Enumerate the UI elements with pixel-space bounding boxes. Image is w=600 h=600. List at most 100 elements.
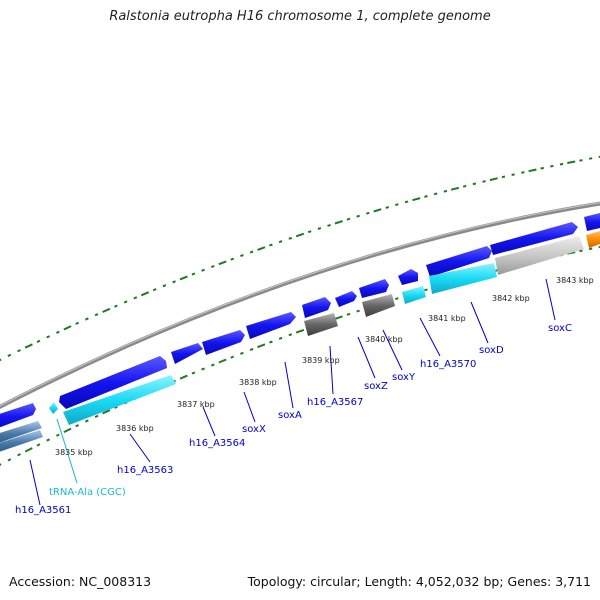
tick-mark xyxy=(249,347,254,351)
tick-mark xyxy=(317,227,322,230)
tick-mark xyxy=(334,220,343,225)
feature-label-h16_A3564[interactable]: h16_A3564 xyxy=(189,438,245,449)
steel-feature-lower[interactable] xyxy=(0,430,43,455)
tick-mark xyxy=(521,171,525,174)
gene-arrow-soxY[interactable] xyxy=(359,279,389,298)
tick-mark xyxy=(598,155,600,158)
tick-mark xyxy=(482,180,486,183)
tick-mark xyxy=(17,349,21,353)
gene-arrow-soxZ[interactable] xyxy=(335,291,357,307)
feature-label-tRNA-Ala[interactable]: tRNA-Ala (CGC) xyxy=(49,487,126,498)
tick-mark xyxy=(334,315,343,320)
tick-mark xyxy=(94,414,99,419)
tick-mark xyxy=(133,296,138,300)
rna-arrow-h16_A3563[interactable] xyxy=(63,375,176,425)
tick-mark xyxy=(540,166,545,170)
tick-mark xyxy=(559,162,564,166)
pseudo-arrow-soxY[interactable] xyxy=(362,294,395,317)
feature-label-h16_A3563[interactable]: h16_A3563 xyxy=(117,465,173,476)
tick-mark xyxy=(75,424,80,428)
tick-mark xyxy=(489,177,498,182)
scale-label: 3839 kbp xyxy=(302,356,340,365)
tick-mark xyxy=(249,250,254,254)
tick-mark xyxy=(462,184,467,188)
gene-arrow-soxX[interactable] xyxy=(202,330,245,355)
scale-label: 3841 kbp xyxy=(428,314,466,323)
chromosome-backbone-highlight xyxy=(0,202,600,407)
tick-mark xyxy=(424,195,428,198)
tick-mark xyxy=(230,355,235,359)
feature-label-soxD[interactable]: soxD xyxy=(479,345,504,356)
tick-mark xyxy=(395,203,399,207)
feature-label-soxY[interactable]: soxY xyxy=(392,372,416,383)
tick-mark xyxy=(288,333,293,337)
callout-lines xyxy=(29,278,556,506)
rna-arrow-soxD[interactable] xyxy=(429,263,497,294)
tick-mark xyxy=(114,405,118,409)
tick-mark xyxy=(162,284,167,288)
rna-arrow-h16_A3570[interactable] xyxy=(402,286,426,304)
tick-mark xyxy=(63,325,72,331)
tick-mark xyxy=(140,291,150,297)
feature-label-h16_A3561[interactable]: h16_A3561 xyxy=(15,505,71,516)
gene-arrow-soxD[interactable] xyxy=(426,246,492,277)
gene-arrow-h16_A3570[interactable] xyxy=(398,269,418,285)
steel-feature[interactable] xyxy=(0,421,42,446)
tick-mark xyxy=(295,232,305,238)
feature-label-soxC[interactable]: soxC xyxy=(548,323,572,334)
tick-mark xyxy=(201,367,205,371)
tick-mark xyxy=(46,335,51,339)
gene-arrow-h16_A3563[interactable] xyxy=(59,356,167,409)
tick-mark xyxy=(269,243,273,247)
tick-mark xyxy=(307,230,312,234)
tick-mark xyxy=(172,280,176,284)
scale-label: 3840 kbp xyxy=(365,335,403,344)
feature-label-h16_A3567[interactable]: h16_A3567 xyxy=(307,397,363,408)
tick-mark xyxy=(55,330,60,334)
gene-arrow-next[interactable] xyxy=(584,213,600,231)
tick-mark xyxy=(373,208,382,213)
tick-mark xyxy=(346,217,351,221)
tick-mark xyxy=(123,300,128,304)
tick-mark xyxy=(511,173,515,176)
tick-mark xyxy=(210,264,215,269)
scale-label: 3836 kbp xyxy=(116,424,154,433)
tick-mark xyxy=(75,321,80,325)
scale-label: 3843 kbp xyxy=(556,276,594,285)
gene-arrow-h16_A3564[interactable] xyxy=(171,343,203,364)
feature-label-soxX[interactable]: soxX xyxy=(242,424,266,435)
feature-label-h16_A3570[interactable]: h16_A3570 xyxy=(420,359,476,370)
tick-mark xyxy=(94,313,99,317)
rna-arrow-tRNA-Ala[interactable] xyxy=(49,402,58,414)
tick-mark xyxy=(443,189,448,193)
feature-track xyxy=(0,231,600,455)
light-feature-soxC[interactable] xyxy=(495,236,584,275)
tick-mark xyxy=(472,182,477,186)
feature-label-soxZ[interactable]: soxZ xyxy=(364,381,388,392)
tick-mark xyxy=(24,447,33,453)
tick-mark xyxy=(433,192,438,196)
gene-arrow-soxC[interactable] xyxy=(490,222,578,255)
gene-arrow-soxA[interactable] xyxy=(246,312,296,339)
orange-feature[interactable] xyxy=(586,231,600,248)
tick-mark xyxy=(327,223,331,227)
tick-mark xyxy=(7,458,12,462)
tick-mark xyxy=(450,186,460,191)
tick-mark xyxy=(218,260,227,266)
tick-mark xyxy=(278,240,283,244)
feature-label-soxA[interactable]: soxA xyxy=(278,410,302,421)
tick-mark xyxy=(0,463,2,466)
tick-mark xyxy=(191,272,196,276)
gene-arrow-h16_A3567[interactable] xyxy=(302,297,331,318)
tick-mark xyxy=(240,351,244,355)
tick-mark xyxy=(278,336,283,340)
tick-mark xyxy=(201,268,205,272)
tick-mark xyxy=(404,200,409,204)
gene-arrow-h16_A3561[interactable] xyxy=(0,403,36,431)
tick-mark xyxy=(46,438,51,442)
tick-mark xyxy=(179,275,188,281)
scale-label: 3838 kbp xyxy=(239,378,277,387)
pseudo-arrow-h16_A3567[interactable] xyxy=(304,313,338,336)
genome-summary-text: Topology: circular; Length: 4,052,032 bp… xyxy=(247,574,591,589)
